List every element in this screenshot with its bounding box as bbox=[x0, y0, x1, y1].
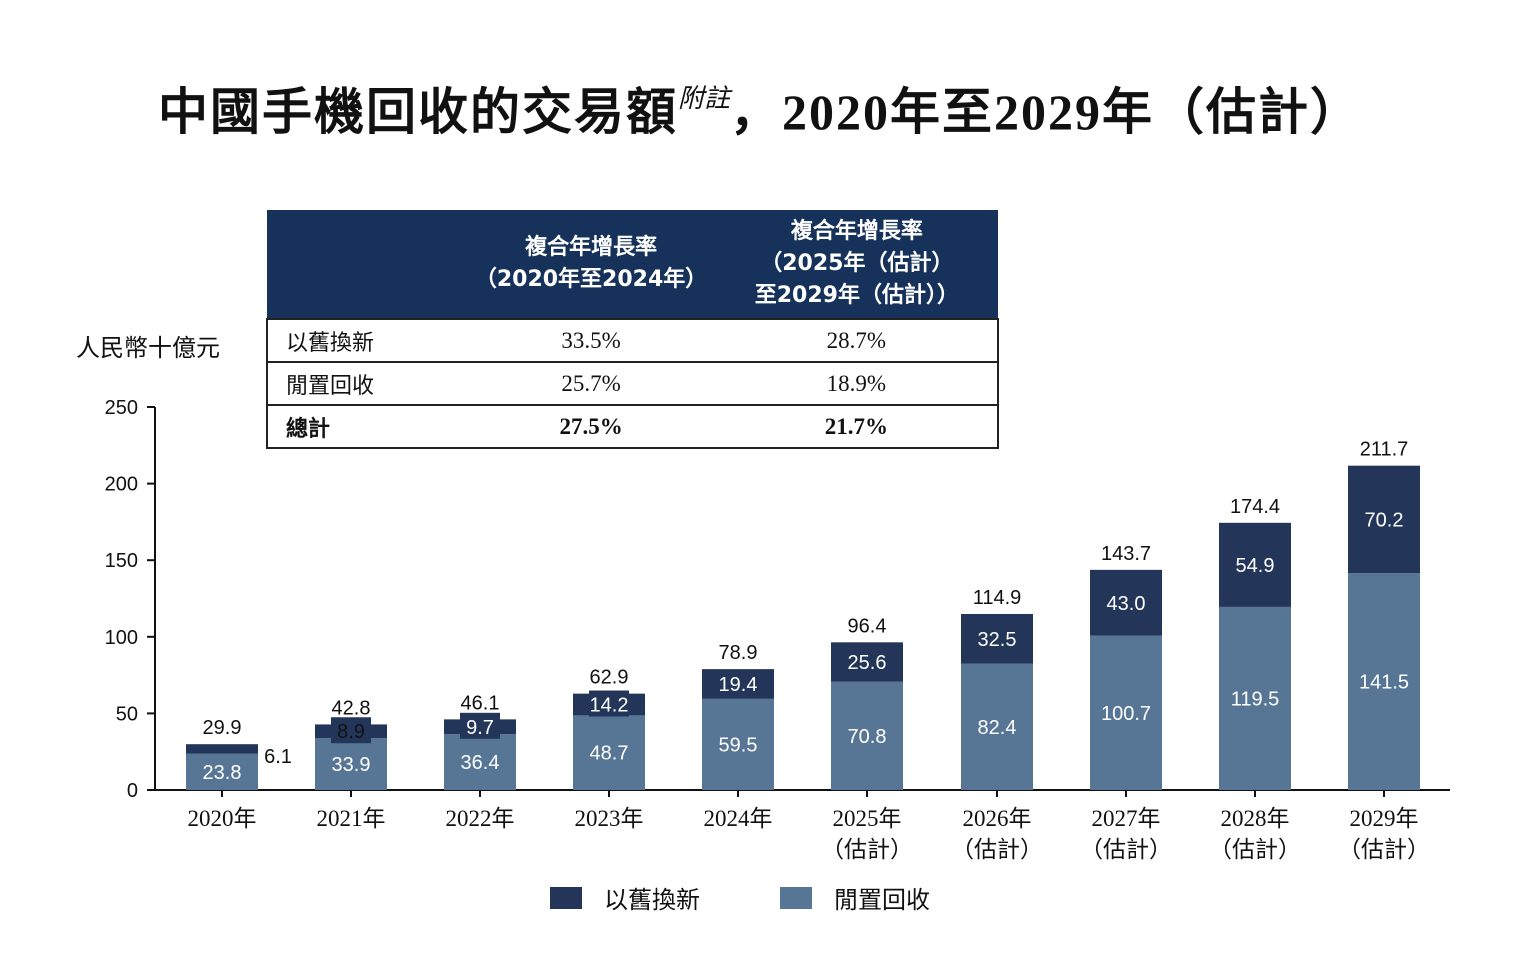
x-tick-label: 2023年 bbox=[575, 806, 644, 831]
legend-swatch-idle bbox=[780, 886, 812, 909]
cagr-header-2020-2024: 複合年增長率 （2020年至2024年） bbox=[466, 210, 716, 319]
data-label-trade-in: 70.2 bbox=[1365, 509, 1404, 531]
legend-swatch-trade-in bbox=[550, 886, 582, 909]
cagr-table-header-row: 複合年增長率 （2020年至2024年） 複合年增長率 （2025年（估計） 至… bbox=[267, 210, 998, 319]
data-label-trade-in: 14.2 bbox=[590, 695, 629, 717]
cagr-row-label: 閒置回收 bbox=[265, 361, 467, 406]
x-tick-label: 2029年 bbox=[1350, 806, 1419, 831]
bar-trade-in bbox=[186, 744, 258, 754]
x-tick-label: 2027年 bbox=[1092, 806, 1161, 831]
bar-idle bbox=[315, 738, 387, 790]
x-tick-label: 2022年 bbox=[446, 806, 515, 831]
data-label-trade-in-bg bbox=[718, 669, 758, 696]
data-label-trade-in: 54.9 bbox=[1236, 555, 1275, 577]
bar-trade-in bbox=[1348, 465, 1420, 574]
data-label-total: 174.4 bbox=[1230, 496, 1280, 518]
data-label-trade-in: 8.9 bbox=[337, 721, 365, 743]
data-label-trade-in: 19.4 bbox=[719, 674, 758, 696]
data-label-idle: 141.5 bbox=[1359, 672, 1409, 694]
y-tick-label: 0 bbox=[127, 780, 138, 802]
bar-idle bbox=[961, 663, 1033, 790]
data-label-total: 143.7 bbox=[1101, 543, 1151, 565]
cagr-row-total: 總計 27.5% 21.7% bbox=[265, 404, 1000, 449]
legend-item-trade-in: 以舊換新 bbox=[550, 880, 700, 915]
cagr-header-2025-2029: 複合年增長率 （2025年（估計） 至2029年（估計）） bbox=[715, 210, 998, 319]
x-tick-label: （估計） bbox=[1080, 837, 1172, 862]
bar-trade-in bbox=[831, 642, 903, 682]
bar-idle bbox=[186, 753, 258, 790]
y-tick-label: 150 bbox=[105, 550, 138, 572]
cagr-value-2025-2029: 28.7% bbox=[715, 318, 1000, 363]
cagr-value-2020-2024: 33.5% bbox=[466, 318, 716, 363]
data-label-trade-in-bg bbox=[331, 717, 371, 744]
cagr-header-blank bbox=[267, 210, 467, 319]
data-label-trade-in-bg bbox=[460, 712, 500, 739]
bar-idle bbox=[702, 698, 774, 790]
x-tick-label: （估計） bbox=[821, 837, 913, 862]
legend-label-idle: 閒置回收 bbox=[834, 886, 930, 914]
bar-idle bbox=[1348, 573, 1420, 790]
x-tick-label: 2020年 bbox=[188, 806, 257, 831]
data-label-idle: 48.7 bbox=[590, 743, 629, 765]
data-label-idle: 70.8 bbox=[848, 726, 887, 748]
y-tick-label: 250 bbox=[105, 397, 138, 419]
bar-idle bbox=[444, 734, 516, 790]
data-label-trade-in: 6.1 bbox=[264, 746, 292, 768]
data-label-total: 42.8 bbox=[332, 697, 371, 719]
x-tick-label: 2025年 bbox=[833, 806, 902, 831]
y-tick-label: 200 bbox=[105, 474, 138, 496]
data-label-idle: 82.4 bbox=[978, 717, 1017, 739]
data-label-total: 78.9 bbox=[719, 642, 758, 664]
data-label-idle: 119.5 bbox=[1231, 688, 1280, 710]
cagr-table: 複合年增長率 （2020年至2024年） 複合年增長率 （2025年（估計） 至… bbox=[265, 210, 1000, 449]
data-label-idle: 36.4 bbox=[461, 752, 500, 774]
data-label-idle: 100.7 bbox=[1101, 703, 1151, 725]
cagr-value-2025-2029: 21.7% bbox=[715, 404, 1000, 449]
bar-idle bbox=[573, 715, 645, 790]
data-label-total: 211.7 bbox=[1360, 439, 1409, 461]
page-title: 中國手機回收的交易額附註，2020年至2029年（估計） bbox=[157, 83, 1362, 141]
data-label-trade-in: 43.0 bbox=[1107, 593, 1146, 615]
cagr-value-2020-2024: 27.5% bbox=[466, 404, 716, 449]
data-label-trade-in: 32.5 bbox=[978, 629, 1017, 651]
data-label-idle: 33.9 bbox=[332, 754, 371, 776]
legend: 以舊換新 閒置回收 bbox=[550, 880, 930, 915]
bar-trade-in bbox=[961, 613, 1033, 664]
cagr-value-2025-2029: 18.9% bbox=[715, 361, 1000, 406]
x-tick-label: 2028年 bbox=[1221, 806, 1290, 831]
cagr-row-idle: 閒置回收 25.7% 18.9% bbox=[265, 361, 1000, 406]
data-label-trade-in: 9.7 bbox=[466, 717, 494, 739]
data-label-trade-in: 25.6 bbox=[848, 652, 887, 674]
legend-item-idle: 閒置回收 bbox=[780, 880, 930, 915]
data-label-idle: 23.8 bbox=[203, 762, 242, 784]
x-tick-label: 2024年 bbox=[704, 806, 773, 831]
data-label-total: 46.1 bbox=[461, 692, 500, 714]
data-label-total: 96.4 bbox=[848, 615, 887, 637]
y-tick-label: 100 bbox=[105, 627, 138, 649]
y-tick-label: 50 bbox=[116, 703, 138, 725]
cagr-row-trade-in: 以舊換新 33.5% 28.7% bbox=[265, 318, 1000, 363]
x-tick-label: （估計） bbox=[1338, 837, 1430, 862]
data-label-total: 29.9 bbox=[203, 717, 242, 739]
data-label-idle: 59.5 bbox=[719, 734, 758, 756]
data-label-total: 114.9 bbox=[973, 587, 1022, 609]
x-tick-label: （估計） bbox=[1209, 837, 1301, 862]
bar-idle bbox=[1219, 606, 1291, 790]
data-label-total: 62.9 bbox=[590, 667, 629, 689]
x-tick-label: 2021年 bbox=[317, 806, 386, 831]
data-label-trade-in-bg bbox=[589, 690, 629, 717]
y-axis-unit-label: 人民幣十億元 bbox=[76, 334, 220, 362]
bar-idle bbox=[1090, 635, 1162, 790]
bar-trade-in bbox=[1090, 569, 1162, 636]
x-tick-label: 2026年 bbox=[963, 806, 1032, 831]
bar-idle bbox=[831, 681, 903, 790]
bar-trade-in bbox=[1219, 522, 1291, 607]
x-tick-label: （估計） bbox=[951, 837, 1043, 862]
cagr-row-label: 以舊換新 bbox=[265, 318, 467, 363]
cagr-row-label: 總計 bbox=[265, 404, 467, 449]
cagr-value-2020-2024: 25.7% bbox=[466, 361, 716, 406]
legend-label-trade-in: 以舊換新 bbox=[604, 886, 700, 914]
